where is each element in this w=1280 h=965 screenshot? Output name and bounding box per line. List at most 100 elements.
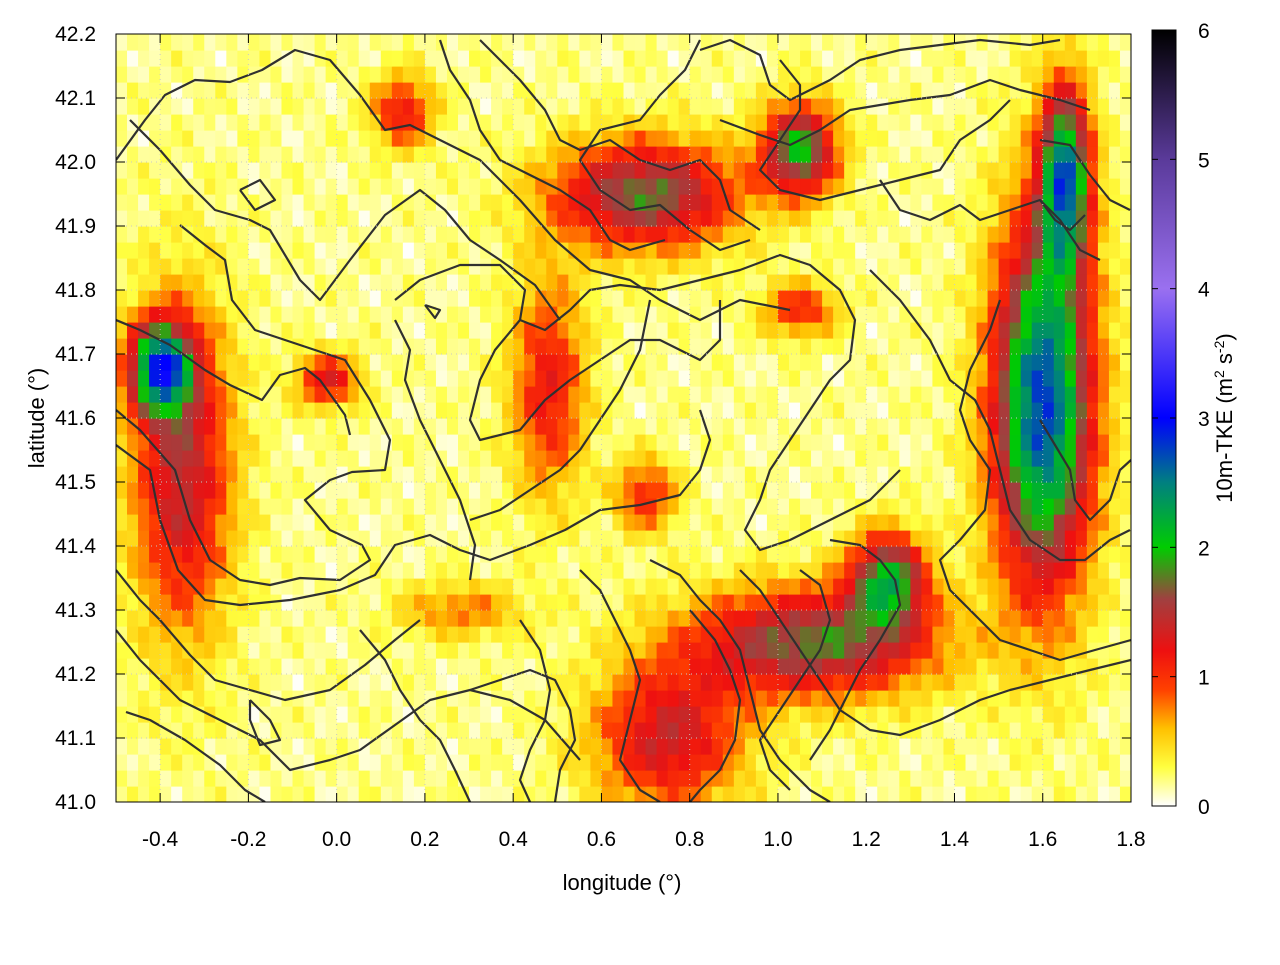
- heatmap-cell: [193, 770, 205, 787]
- heatmap-cell: [888, 498, 900, 515]
- heatmap-cell: [182, 98, 194, 115]
- heatmap-cell: [954, 194, 967, 211]
- heatmap-cell: [722, 466, 735, 483]
- heatmap-cell: [491, 626, 503, 643]
- heatmap-cell: [954, 146, 967, 163]
- heatmap-cell: [899, 642, 911, 659]
- heatmap-cell: [777, 674, 790, 691]
- heatmap-cell: [281, 642, 294, 659]
- heatmap-cell: [325, 258, 338, 275]
- heatmap-cell: [987, 402, 1000, 419]
- heatmap-cell: [215, 450, 227, 467]
- heatmap-cell: [303, 50, 316, 67]
- heatmap-cell: [413, 82, 426, 99]
- heatmap-cell: [435, 482, 448, 499]
- heatmap-cell: [380, 194, 393, 211]
- heatmap-cell: [259, 722, 272, 739]
- heatmap-cell: [656, 66, 669, 83]
- heatmap-cell: [998, 626, 1011, 643]
- heatmap-cell: [788, 610, 801, 627]
- heatmap-cell: [292, 674, 305, 691]
- heatmap-cell: [1086, 354, 1099, 371]
- heatmap-cell: [391, 98, 404, 115]
- heatmap-cell: [700, 178, 713, 195]
- heatmap-cell: [1064, 242, 1077, 259]
- heatmap-cell: [1086, 242, 1099, 259]
- heatmap-cell: [369, 210, 382, 227]
- heatmap-cell: [899, 674, 911, 691]
- heatmap-cell: [458, 434, 470, 451]
- heatmap-cell: [1108, 610, 1121, 627]
- heatmap-cell: [844, 370, 856, 387]
- heatmap-cell: [469, 450, 481, 467]
- heatmap-cell: [965, 690, 978, 707]
- heatmap-cell: [910, 66, 922, 83]
- heatmap-cell: [325, 626, 338, 643]
- heatmap-cell: [480, 546, 492, 563]
- heatmap-cell: [292, 34, 305, 51]
- heatmap-cell: [822, 258, 834, 275]
- heatmap-cell: [667, 706, 680, 723]
- heatmap-cell: [833, 226, 845, 243]
- heatmap-cell: [822, 674, 834, 691]
- heatmap-cell: [546, 546, 558, 563]
- heatmap-cell: [204, 146, 216, 163]
- heatmap-cell: [491, 242, 503, 259]
- heatmap-cell: [413, 434, 426, 451]
- heatmap-cell: [369, 674, 382, 691]
- heatmap-cell: [612, 354, 625, 371]
- heatmap-cell: [667, 626, 680, 643]
- heatmap-cell: [844, 146, 856, 163]
- heatmap-cell: [623, 306, 636, 323]
- heatmap-cell: [656, 498, 669, 515]
- heatmap-cell: [292, 306, 305, 323]
- heatmap-cell: [1075, 530, 1088, 547]
- heatmap-cell: [766, 386, 779, 403]
- heatmap-cell: [303, 466, 316, 483]
- heatmap-cell: [138, 306, 150, 323]
- heatmap-cell: [491, 66, 503, 83]
- heatmap-cell: [943, 498, 956, 515]
- heatmap-cell: [777, 146, 790, 163]
- heatmap-cell: [182, 498, 194, 515]
- heatmap-cell: [1097, 418, 1110, 435]
- heatmap-cell: [182, 322, 194, 339]
- heatmap-cell: [623, 738, 636, 755]
- heatmap-cell: [645, 226, 658, 243]
- heatmap-cell: [722, 642, 735, 659]
- heatmap-cell: [369, 194, 382, 211]
- heatmap-cell: [877, 338, 889, 355]
- heatmap-cell: [877, 514, 889, 531]
- x-tick-label: 1.0: [763, 828, 792, 851]
- heatmap-cell: [215, 498, 227, 515]
- heatmap-cell: [1009, 546, 1022, 563]
- heatmap-cell: [138, 738, 150, 755]
- heatmap-cell: [866, 306, 878, 323]
- heatmap-cell: [579, 162, 591, 179]
- heatmap-cell: [458, 738, 470, 755]
- heatmap-cell: [634, 562, 647, 579]
- heatmap-cell: [910, 370, 922, 387]
- heatmap-cell: [877, 770, 889, 787]
- heatmap-cell: [303, 706, 316, 723]
- heatmap-cell: [502, 242, 514, 259]
- heatmap-cell: [877, 498, 889, 515]
- heatmap-cell: [127, 418, 139, 435]
- heatmap-cell: [965, 722, 978, 739]
- heatmap-cell: [116, 146, 128, 163]
- heatmap-cell: [777, 498, 790, 515]
- heatmap-cell: [877, 98, 889, 115]
- heatmap-cell: [921, 82, 934, 99]
- heatmap-cell: [402, 770, 415, 787]
- heatmap-cell: [822, 114, 834, 131]
- heatmap-cell: [1119, 450, 1131, 467]
- heatmap-cell: [656, 130, 669, 147]
- heatmap-cell: [1086, 98, 1099, 115]
- heatmap-cell: [347, 338, 360, 355]
- heatmap-cell: [987, 82, 1000, 99]
- heatmap-cell: [590, 114, 603, 131]
- heatmap-cell: [711, 514, 724, 531]
- heatmap-cell: [579, 98, 591, 115]
- heatmap-cell: [535, 482, 547, 499]
- heatmap-cell: [1075, 290, 1088, 307]
